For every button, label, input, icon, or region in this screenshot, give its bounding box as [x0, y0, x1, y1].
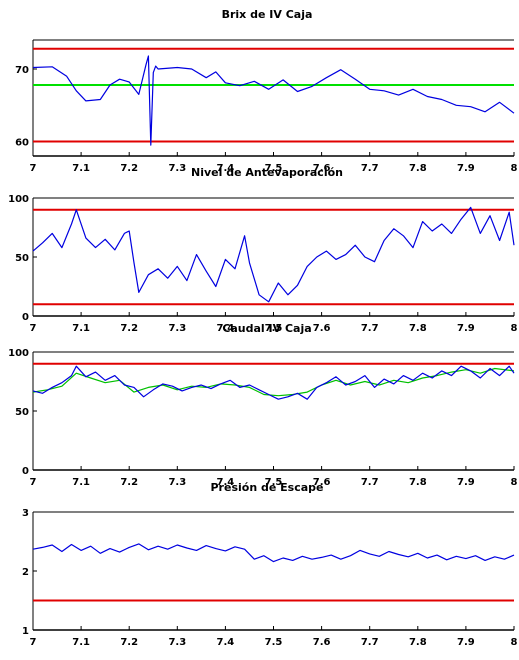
y-tick-label: 1	[22, 626, 29, 637]
chart-panel-3: Caudal IV Caja 7 7.1 7.2 7.3 7.4 7.5 7.6 7.7 7.8 7…	[8, 322, 517, 488]
data-series-line-2	[32, 365, 515, 400]
data-series-line-1	[32, 55, 515, 146]
x-tick-label: 7.1	[72, 637, 90, 648]
chart-panel-4: Presión de Escape 7 7.1 7.2 7.3 7.4 7.5 7.6 7.7 7…	[22, 481, 517, 648]
x-tick-label: 7.3	[168, 637, 186, 648]
x-tick-label: 7.9	[457, 163, 475, 174]
x-tick-label: 7.8	[409, 477, 427, 488]
x-tick-label: 7.3	[168, 163, 186, 174]
x-tick-label: 7.4	[217, 637, 235, 648]
x-tick-label: 8	[511, 163, 518, 174]
y-tick-label: 100	[8, 194, 29, 205]
chart-title: Presión de Escape	[211, 481, 324, 494]
x-tick-label: 7.1	[72, 323, 90, 334]
y-tick-label: 3	[22, 508, 29, 519]
y-tick-label: 0	[22, 466, 29, 477]
y-tick-label: 60	[15, 138, 29, 149]
x-tick-label: 7.5	[265, 163, 283, 174]
x-tick-label: 7.3	[168, 477, 186, 488]
x-tick-label: 7.4	[217, 323, 235, 334]
x-tick-label: 7.2	[120, 163, 138, 174]
x-tick-label: 7.7	[361, 323, 379, 334]
chart-panel-2: Nivel de Antevaporación 7 7.1 7.2 7.3 7.4 7.5 7…	[8, 166, 517, 334]
x-tick-label: 7.3	[168, 323, 186, 334]
y-tick-label: 70	[15, 65, 29, 76]
y-tick-label: 0	[22, 312, 29, 323]
x-tick-label: 7	[30, 477, 37, 488]
x-tick-label: 7.9	[457, 637, 475, 648]
x-tick-label: 7.7	[361, 163, 379, 174]
x-tick-label: 8	[511, 323, 518, 334]
x-tick-label: 7.1	[72, 477, 90, 488]
x-tick-label: 7.5	[265, 323, 283, 334]
x-tick-label: 8	[511, 477, 518, 488]
chart-title: Brix de IV Caja	[222, 8, 313, 21]
x-tick-label: 7.9	[457, 477, 475, 488]
x-tick-label: 7.8	[409, 637, 427, 648]
x-tick-label: 7.8	[409, 323, 427, 334]
x-tick-label: 7	[30, 637, 37, 648]
x-tick-label: 7.6	[313, 163, 331, 174]
x-tick-label: 7.9	[457, 323, 475, 334]
chart-panel-1: Brix de IV Caja 7 7.1 7.2 7.3 7.4 7.5 7.6 7.7 7.8…	[15, 8, 517, 174]
x-tick-label: 7.2	[120, 477, 138, 488]
x-tick-label: 7.5	[265, 637, 283, 648]
x-tick-label: 7.4	[217, 163, 235, 174]
data-series-line-1	[32, 367, 515, 397]
data-series-line-1	[32, 543, 515, 563]
y-tick-label: 2	[22, 567, 29, 578]
x-tick-label: 7	[30, 323, 37, 334]
x-tick-label: 7.4	[217, 477, 235, 488]
x-tick-label: 7.7	[361, 477, 379, 488]
x-tick-label: 7.2	[120, 323, 138, 334]
y-tick-label: 100	[8, 348, 29, 359]
x-tick-label: 7.2	[120, 637, 138, 648]
chart-title: Nivel de Antevaporación	[191, 166, 343, 179]
y-tick-label: 50	[15, 407, 29, 418]
x-tick-label: 7	[30, 163, 37, 174]
x-tick-label: 7.1	[72, 163, 90, 174]
data-series-line-1	[32, 206, 515, 303]
x-tick-label: 7.6	[313, 477, 331, 488]
x-tick-label: 7.8	[409, 163, 427, 174]
chart-title: Caudal IV Caja	[222, 322, 311, 335]
x-tick-label: 8	[511, 637, 518, 648]
x-tick-label: 7.6	[313, 323, 331, 334]
x-tick-label: 7.5	[265, 477, 283, 488]
x-tick-label: 7.6	[313, 637, 331, 648]
y-tick-label: 50	[15, 253, 29, 264]
x-tick-label: 7.7	[361, 637, 379, 648]
